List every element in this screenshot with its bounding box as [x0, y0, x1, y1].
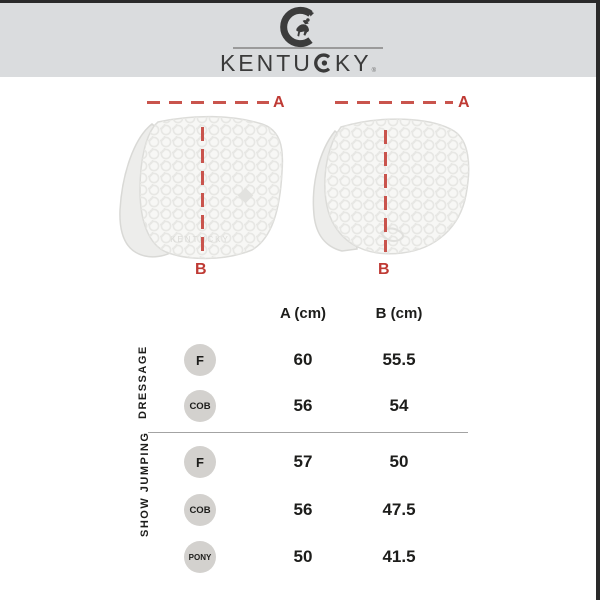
- cell-jumping-pony-b: 41.5: [382, 547, 416, 566]
- column-header-a: A (cm): [279, 305, 327, 322]
- brand-underline: [233, 47, 383, 49]
- section-divider: [148, 432, 468, 433]
- measure-label-a-left: A: [273, 94, 285, 111]
- brand-c-emblem-icon: [314, 53, 331, 73]
- section-label-show-jumping: SHOW JUMPING: [139, 431, 151, 537]
- cell-jumping-f-b: 50: [389, 452, 409, 471]
- cell-jumping-cob-b: 47.5: [382, 500, 416, 519]
- size-badge-f: F: [184, 446, 216, 478]
- size-badge-label: PONY: [188, 552, 212, 562]
- kentucky-horse-emblem-icon: [280, 6, 314, 48]
- section-label-dressage: DRESSAGE: [137, 345, 149, 419]
- cell-dressage-cob-a: 56: [293, 396, 313, 415]
- cell-dressage-f-b: 55.5: [382, 350, 416, 369]
- cell-dressage-f-a: 60: [293, 350, 313, 369]
- top-border: [0, 0, 600, 3]
- brand-text-left: KENTU: [219, 49, 313, 76]
- width-measure-line-left: [147, 101, 269, 104]
- cell-dressage-cob-b: 54: [389, 396, 409, 415]
- size-badge-cob: COB: [184, 494, 216, 526]
- cell-jumping-f-a: 57: [293, 452, 313, 471]
- brand-header: KENTU KY ®: [0, 3, 596, 77]
- registered-mark: ®: [371, 68, 377, 74]
- size-badge-f: F: [184, 344, 216, 376]
- size-badge-cob: COB: [184, 390, 216, 422]
- size-badge-label: F: [196, 454, 204, 470]
- size-badge-label: COB: [189, 504, 211, 516]
- cell-jumping-cob-a: 56: [293, 500, 313, 519]
- pad-diamond-logo: [237, 187, 254, 204]
- size-badge-label: F: [196, 352, 204, 368]
- quilt-texture: [324, 119, 469, 254]
- measure-label-b-right: B: [378, 261, 390, 278]
- height-measure-line-left: [201, 127, 204, 258]
- measure-label-b-left: B: [195, 261, 207, 278]
- size-badge-label: COB: [189, 400, 211, 412]
- pad-swirl-logo: [379, 227, 404, 243]
- right-border: [596, 0, 600, 600]
- measure-label-a-right: A: [458, 94, 470, 111]
- brand-name: KENTU KY ®: [0, 49, 596, 77]
- quilt-texture: [140, 116, 283, 259]
- size-badge-pony: PONY: [184, 541, 216, 573]
- column-header-b: B (cm): [375, 305, 423, 322]
- brand-text-right: KY: [334, 49, 372, 76]
- height-measure-line-right: [384, 130, 387, 252]
- cell-jumping-pony-a: 50: [293, 547, 313, 566]
- pad-embroidery-text: KENTUCKY: [170, 235, 230, 244]
- width-measure-line-right: [335, 101, 453, 104]
- jumping-pad-image: [312, 118, 470, 255]
- dressage-pad-image: KENTUCKY: [119, 115, 284, 260]
